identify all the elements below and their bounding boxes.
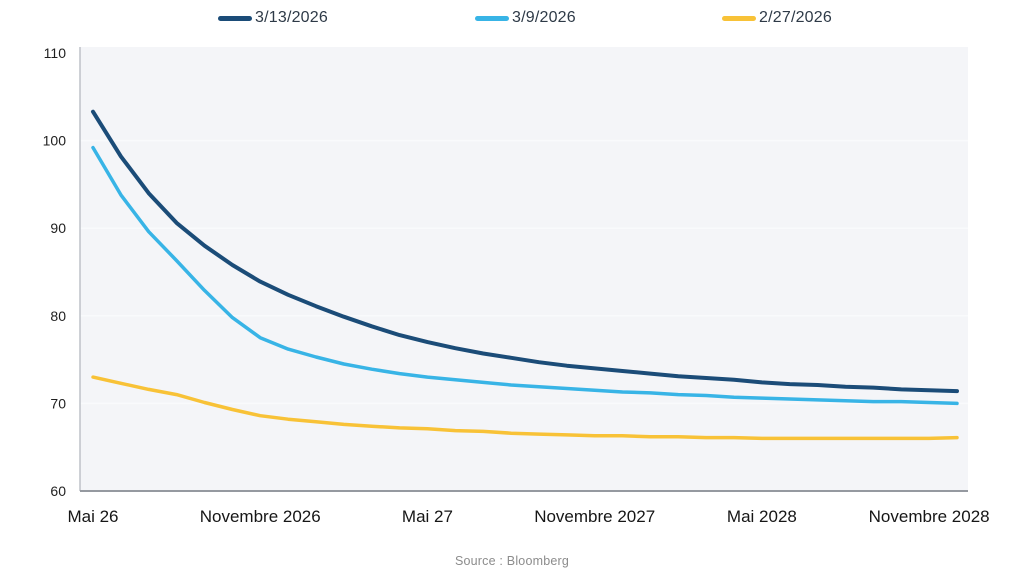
legend-swatch-icon: [722, 15, 756, 21]
source-caption: Source : Bloomberg: [454, 554, 570, 568]
y-tick-label: 100: [43, 133, 67, 149]
legend-label: 2/27/2026: [759, 9, 832, 26]
y-tick-label: 90: [50, 220, 66, 236]
series-line-3-13-2026: [91, 109, 959, 394]
legend-label: 3/13/2026: [255, 9, 328, 26]
x-tick-label: Novembre 2027: [534, 507, 655, 526]
y-tick-label: 110: [44, 45, 67, 61]
y-tick-label: 60: [50, 483, 66, 499]
series-line-3-9-2026: [91, 145, 959, 406]
y-tick-label: 70: [50, 395, 66, 411]
legend-item-3-13-2026[interactable]: 3/13/2026: [218, 9, 328, 27]
legend-item-3-9-2026[interactable]: 3/9/2026: [475, 9, 576, 27]
legend-label: 3/9/2026: [512, 9, 576, 26]
series-line-2-27-2026: [91, 375, 959, 441]
x-tick-label: Mai 2028: [727, 507, 797, 526]
legend-swatch-icon: [218, 15, 252, 21]
x-tick-label: Novembre 2026: [200, 507, 321, 526]
plot-area-background: [80, 47, 968, 491]
legend-swatch-icon: [475, 15, 509, 21]
legend-item-2-27-2026[interactable]: 2/27/2026: [722, 9, 832, 27]
x-tick-label: Mai 27: [402, 507, 453, 526]
chart-legend: 3/13/2026 3/9/2026 2/27/2026: [0, 0, 1024, 38]
x-tick-label: Novembre 2028: [869, 507, 990, 526]
x-tick-label: Mai 26: [67, 507, 118, 526]
y-tick-label: 80: [50, 308, 66, 324]
